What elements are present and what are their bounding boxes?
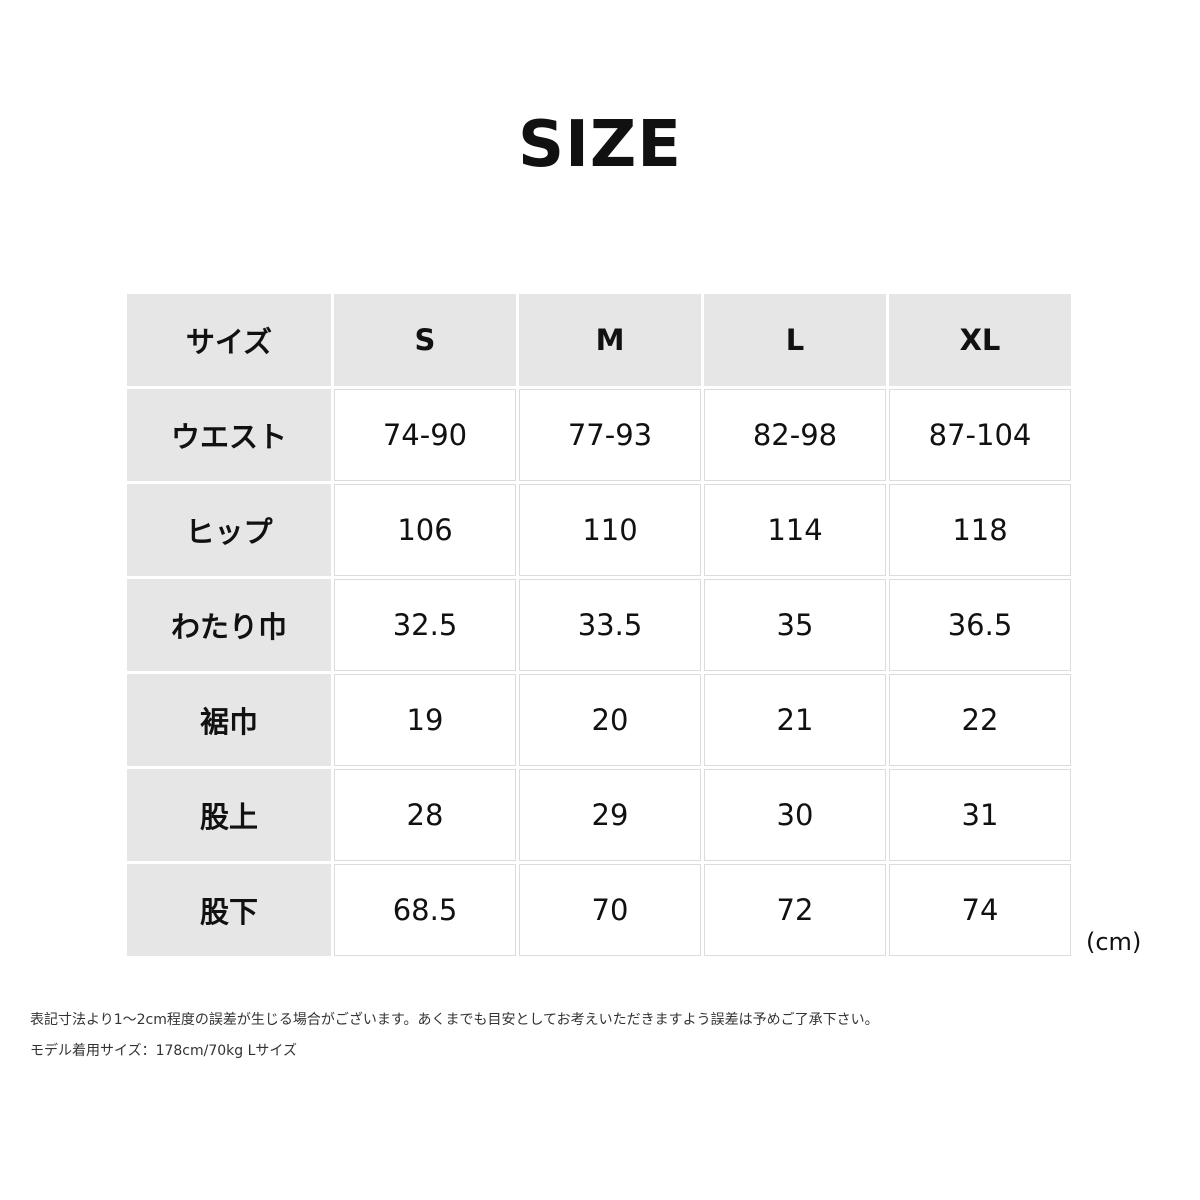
table-cell: 118: [889, 484, 1071, 576]
header-size-s: S: [334, 294, 516, 386]
table-cell: 30: [704, 769, 886, 861]
table-cell: 70: [519, 864, 701, 956]
table-cell: 77-93: [519, 389, 701, 481]
table-cell: 110: [519, 484, 701, 576]
row-label: ウエスト: [127, 389, 331, 481]
row-label: 股下: [127, 864, 331, 956]
table-cell: 20: [519, 674, 701, 766]
table-cell: 36.5: [889, 579, 1071, 671]
header-size-xl: XL: [889, 294, 1071, 386]
table-cell: 29: [519, 769, 701, 861]
row-label: ヒップ: [127, 484, 331, 576]
table-cell: 68.5: [334, 864, 516, 956]
table-cell: 19: [334, 674, 516, 766]
table-cell: 32.5: [334, 579, 516, 671]
table-cell: 72: [704, 864, 886, 956]
row-label: わたり巾: [127, 579, 331, 671]
table-cell: 28: [334, 769, 516, 861]
table-cell: 74-90: [334, 389, 516, 481]
table-cell: 21: [704, 674, 886, 766]
table-cell: 106: [334, 484, 516, 576]
table-cell: 82-98: [704, 389, 886, 481]
page-title: SIZE: [517, 108, 683, 182]
header-size-l: L: [704, 294, 886, 386]
unit-label: (cm): [1086, 928, 1142, 956]
table-cell: 114: [704, 484, 886, 576]
header-label: サイズ: [127, 294, 331, 386]
table-cell: 31: [889, 769, 1071, 861]
model-size-note: モデル着用サイズ：178cm/70kg Lサイズ: [30, 1043, 297, 1059]
row-label: 裾巾: [127, 674, 331, 766]
table-cell: 35: [704, 579, 886, 671]
header-size-m: M: [519, 294, 701, 386]
size-table: サイズ S M L XL ウエスト 74-90 77-93 82-98 87-104 ヒッ…: [127, 294, 1071, 956]
table-cell: 74: [889, 864, 1071, 956]
table-cell: 87-104: [889, 389, 1071, 481]
row-label: 股上: [127, 769, 331, 861]
table-cell: 33.5: [519, 579, 701, 671]
disclaimer-note: 表記寸法より1～2cm程度の誤差が生じる場合がございます。あくまでも目安としてお…: [30, 1012, 879, 1028]
table-cell: 22: [889, 674, 1071, 766]
